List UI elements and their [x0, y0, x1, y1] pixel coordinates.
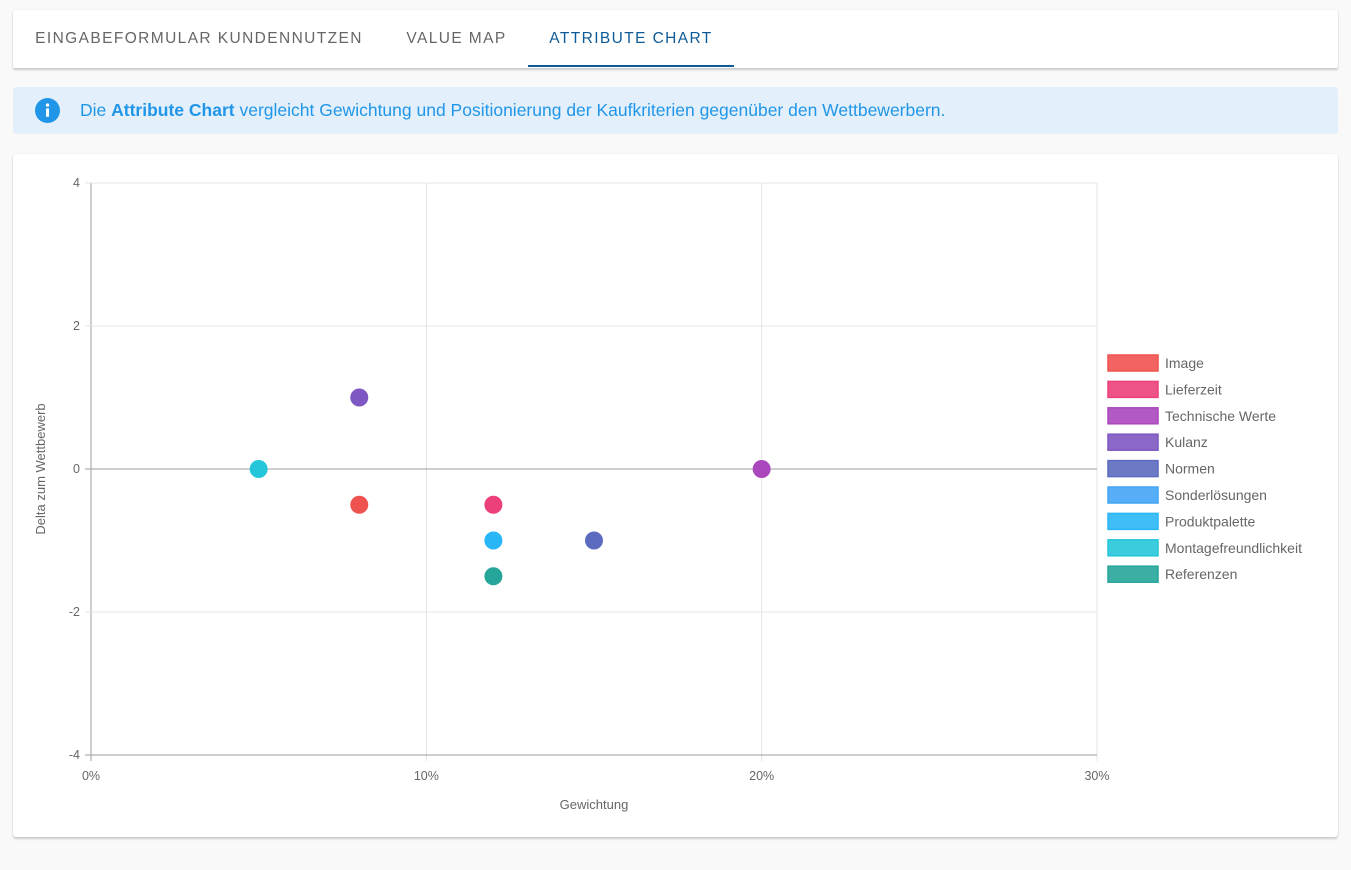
y-tick-label: -2 — [69, 605, 80, 619]
y-tick-label: 2 — [73, 319, 80, 333]
x-tick-label: 0% — [82, 769, 100, 783]
legend-swatch[interactable] — [1107, 354, 1159, 372]
data-point[interactable] — [249, 460, 268, 478]
legend-swatch[interactable] — [1107, 433, 1159, 451]
legend-swatch[interactable] — [1107, 380, 1159, 399]
legend-label[interactable]: Image — [1165, 355, 1204, 371]
legend-label[interactable]: Normen — [1165, 461, 1215, 477]
info-text-prefix: Die — [80, 100, 112, 120]
y-tick-label: 0 — [73, 462, 80, 476]
legend-swatch[interactable] — [1107, 407, 1159, 425]
y-tick-label: -4 — [69, 748, 80, 762]
legend-label[interactable]: Lieferzeit — [1165, 381, 1222, 397]
y-axis-title: Delta zum Wettbewerb — [33, 403, 48, 534]
legend-swatch[interactable] — [1107, 539, 1159, 557]
tab-value-map[interactable]: Value Map — [406, 30, 507, 47]
legend-label[interactable]: Technische Werte — [1165, 408, 1276, 424]
y-tick-label: 4 — [73, 176, 80, 190]
data-point[interactable] — [484, 531, 503, 550]
data-point[interactable] — [350, 388, 369, 407]
info-text: Die Attribute Chart vergleicht Gewichtun… — [80, 87, 945, 134]
legend-swatch[interactable] — [1107, 486, 1159, 504]
active-tab-indicator — [528, 65, 734, 67]
data-point[interactable] — [585, 531, 603, 550]
x-axis-title: Gewichtung — [560, 797, 629, 812]
x-tick-label: 10% — [414, 769, 439, 783]
legend-label[interactable]: Montagefreundlichkeit — [1165, 540, 1302, 556]
legend-label[interactable]: Kulanz — [1165, 434, 1208, 450]
chart-legend: Image Lieferzeit Technische Werte Kulanz Nor… — [1107, 354, 1302, 583]
info-alert: Die Attribute Chart vergleicht Gewichtun… — [13, 87, 1338, 134]
chart-points — [249, 388, 771, 586]
legend-label[interactable]: Referenzen — [1165, 566, 1237, 582]
legend-swatch[interactable] — [1107, 565, 1159, 583]
x-tick-label: 30% — [1084, 769, 1109, 783]
tab-bar: Eingabeformular Kundennutzen Value Map A… — [13, 10, 1338, 68]
attribute-chart-card: 0% 10% 20% 30% -4 -2 0 2 4 Image Lieferzeit Techni… — [13, 154, 1338, 837]
legend-swatch[interactable] — [1107, 459, 1159, 478]
data-point[interactable] — [752, 460, 771, 478]
data-point[interactable] — [484, 567, 503, 586]
legend-swatch[interactable] — [1107, 512, 1159, 531]
legend-label[interactable]: Sonderlösungen — [1165, 487, 1267, 503]
tab-eingabeformular-kundennutzen[interactable]: Eingabeformular Kundennutzen — [35, 30, 363, 47]
attribute-chart: 0% 10% 20% 30% -4 -2 0 2 4 Image Lieferzeit Techni… — [33, 176, 1302, 812]
tab-attribute-chart[interactable]: Attribute Chart — [549, 30, 713, 47]
legend-label[interactable]: Produktpalette — [1165, 513, 1255, 529]
info-text-suffix: vergleicht Gewichtung und Positionierung… — [234, 100, 946, 120]
data-point[interactable] — [484, 495, 503, 514]
info-text-bold: Attribute Chart — [111, 100, 235, 120]
info-icon — [35, 98, 60, 123]
x-tick-label: 20% — [749, 769, 774, 783]
chart-grid — [85, 182, 1098, 761]
chart-axes: 0% 10% 20% 30% -4 -2 0 2 4 — [69, 176, 1110, 783]
data-point[interactable] — [350, 495, 369, 514]
